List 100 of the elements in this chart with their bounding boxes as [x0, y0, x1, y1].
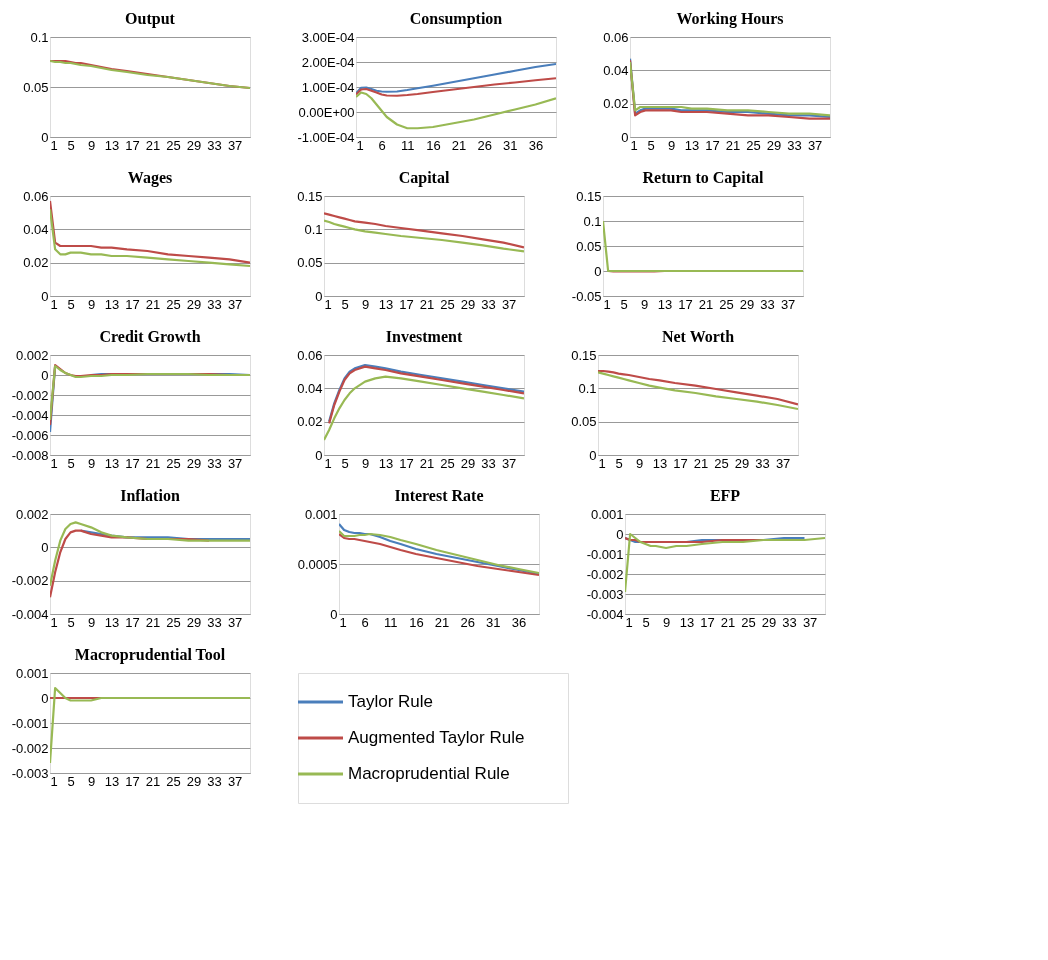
x-tick-label: 11 [401, 137, 415, 153]
x-tick-label: 36 [511, 614, 527, 630]
x-tick-label: 25 [746, 137, 761, 153]
x-tick-label: 17 [705, 137, 720, 153]
x-tick-label: 29 [186, 773, 202, 789]
x-tick-label: 33 [782, 614, 797, 630]
x-tick-label: 33 [207, 137, 222, 153]
line-series [50, 59, 250, 90]
x-tick-label: 25 [166, 614, 181, 630]
x-tick-label: 1 [630, 137, 638, 153]
chart-title: Inflation [120, 487, 180, 504]
x-tick-label: 1 [598, 455, 606, 471]
y-tick-label: 0.04 [603, 62, 629, 78]
x-tick-label: 9 [361, 296, 370, 312]
x-tick-label: 1 [339, 614, 347, 630]
x-tick-label: 13 [378, 296, 394, 312]
x-tick-label: 33 [207, 455, 222, 471]
x-tick-label: 13 [104, 614, 120, 630]
y-tick-label: -0.001 [586, 546, 624, 562]
y-tick-label: -0.002 [11, 740, 49, 756]
x-tick-label: 21 [725, 137, 741, 153]
x-tick-label: 21 [434, 614, 450, 630]
x-tick-label: 21 [698, 296, 714, 312]
x-tick-label: 1 [50, 137, 58, 153]
y-tick-label: 3.00E-04 [301, 29, 355, 45]
x-tick-label: 13 [104, 296, 120, 312]
chart-title: Macroprudential Tool [74, 646, 226, 664]
x-tick-label: 37 [227, 773, 243, 789]
x-tick-label: 17 [125, 137, 140, 153]
line-series [324, 375, 524, 442]
x-tick-label: 37 [227, 614, 243, 630]
x-tick-label: 17 [678, 296, 693, 312]
y-tick-label: 0.05 [297, 255, 323, 271]
legend-label: Macroprudential Rule [348, 764, 510, 784]
x-tick-label: 5 [642, 614, 650, 630]
x-tick-label: 21 [419, 296, 435, 312]
line-series [625, 532, 825, 594]
y-tick-label: -0.002 [586, 566, 624, 582]
line-series [356, 77, 556, 97]
y-tick-label: 0.04 [297, 380, 323, 396]
y-tick-label: -0.006 [11, 427, 49, 443]
y-tick-label: -1.00E-04 [297, 129, 355, 145]
x-tick-label: 29 [766, 137, 782, 153]
x-tick-label: 11 [384, 614, 398, 630]
chart-title: Investment [385, 328, 463, 345]
x-tick-label: 13 [378, 455, 394, 471]
y-tick-label: 0 [41, 288, 49, 304]
x-tick-label: 26 [460, 614, 475, 630]
y-tick-label: 0.001 [590, 506, 624, 522]
x-tick-label: 37 [775, 455, 791, 471]
x-tick-label: 25 [714, 455, 729, 471]
chart-title: Credit Growth [99, 328, 201, 345]
chart-title: Consumption [409, 10, 503, 28]
x-tick-label: 9 [87, 773, 96, 789]
x-tick-label: 5 [341, 455, 349, 471]
y-tick-label: 1.00E-04 [301, 79, 355, 95]
x-tick-label: 37 [227, 296, 243, 312]
x-tick-label: 17 [700, 614, 715, 630]
y-tick-label: -0.004 [11, 407, 49, 423]
y-tick-label: 0 [594, 263, 602, 279]
line-series [50, 199, 250, 264]
x-tick-label: 21 [145, 137, 161, 153]
y-tick-label: 0 [616, 526, 624, 542]
y-tick-label: 2.00E-04 [301, 54, 355, 70]
x-tick-label: 9 [662, 614, 671, 630]
y-tick-label: 0.001 [15, 665, 49, 681]
y-tick-label: -0.003 [586, 586, 624, 602]
x-tick-label: 5 [67, 614, 75, 630]
y-tick-label: 0 [41, 539, 49, 555]
x-tick-label: 31 [486, 614, 501, 630]
x-tick-label: 37 [227, 137, 243, 153]
y-tick-label: 0.05 [576, 238, 602, 254]
y-tick-label: 0 [41, 129, 49, 145]
y-tick-label: 0.05 [23, 79, 49, 95]
x-tick-label: 1 [625, 614, 633, 630]
x-tick-label: 9 [640, 296, 649, 312]
x-tick-label: 29 [460, 296, 476, 312]
x-tick-label: 21 [145, 614, 161, 630]
x-tick-label: 17 [399, 296, 414, 312]
x-tick-label: 5 [67, 455, 75, 471]
y-tick-label: 0.06 [297, 347, 323, 363]
x-tick-label: 29 [186, 137, 202, 153]
x-tick-label: 13 [657, 296, 673, 312]
y-tick-label: -0.004 [586, 606, 624, 622]
line-series [356, 91, 556, 130]
x-tick-label: 17 [399, 455, 414, 471]
chart-title: Return to Capital [642, 169, 764, 187]
x-tick-label: 21 [145, 773, 161, 789]
x-tick-label: 1 [50, 455, 58, 471]
y-tick-label: 0 [41, 690, 49, 706]
x-tick-label: 13 [684, 137, 700, 153]
x-tick-label: 26 [477, 137, 492, 153]
y-tick-label: 0.15 [297, 188, 323, 204]
x-tick-label: 33 [755, 455, 770, 471]
x-tick-label: 33 [481, 455, 496, 471]
x-tick-label: 21 [419, 455, 435, 471]
x-tick-label: 9 [87, 455, 96, 471]
x-tick-label: 1 [324, 455, 332, 471]
line-series [324, 212, 524, 249]
y-tick-label: 0 [330, 606, 338, 622]
